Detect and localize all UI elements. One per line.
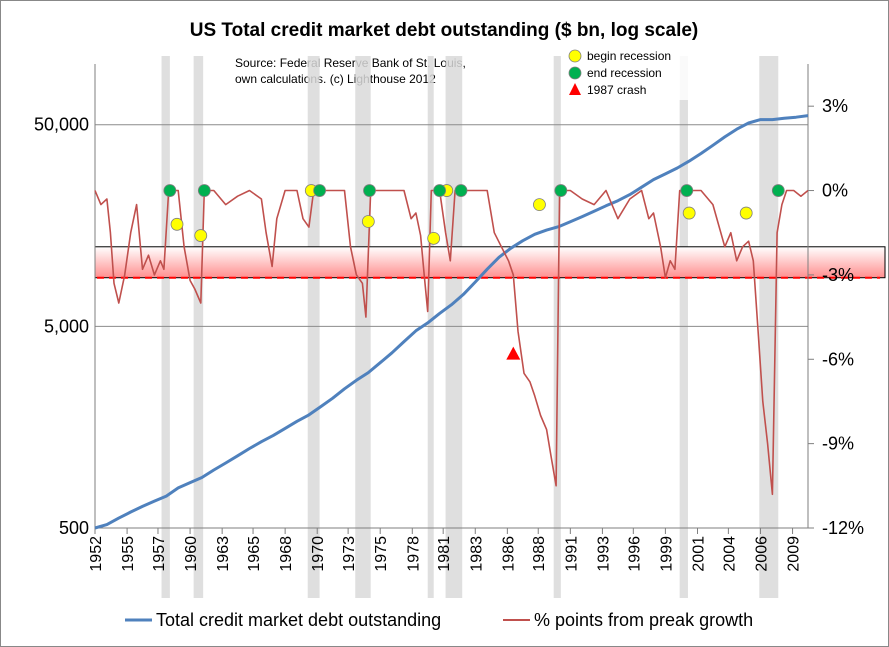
- right-tick-label: 3%: [822, 96, 848, 116]
- end-recession-marker: [313, 184, 326, 197]
- crash-legend-label: 1987 crash: [587, 83, 646, 97]
- end-recession-marker: [680, 184, 694, 197]
- source-line-2: own calculations. (c) Lighthouse 2012: [235, 72, 436, 86]
- x-tick-label: 1965: [246, 536, 263, 572]
- begin-recession-marker: [361, 215, 375, 228]
- left-axis-tick-labels: 500 5,000 50,000: [34, 115, 89, 538]
- series-line-debt: [94, 114, 809, 530]
- x-tick-label: 1993: [595, 536, 612, 572]
- begin-recession-marker: [427, 231, 441, 245]
- right-tick-label: 0%: [822, 181, 848, 201]
- recession-band: [355, 56, 371, 598]
- x-tick-label: 1970: [310, 536, 327, 572]
- x-tick-label: 1955: [120, 536, 137, 572]
- recession-band: [427, 56, 434, 598]
- crash-legend-icon: [569, 83, 581, 95]
- begin-recession-marker: [739, 206, 753, 220]
- begin-recession-marker: [533, 198, 546, 212]
- recession-band: [161, 56, 170, 598]
- end-recession-marker: [197, 184, 211, 197]
- x-tick-label: 1978: [405, 536, 422, 572]
- x-tick-label: 1957: [151, 536, 168, 572]
- x-tick-label: 1960: [183, 536, 200, 572]
- recession-band: [679, 56, 688, 598]
- x-tick-label: 1981: [436, 536, 453, 572]
- x-tick-label: 1975: [373, 536, 390, 572]
- x-tick-label: 2001: [690, 536, 707, 572]
- left-tick-label: 5,000: [44, 316, 89, 336]
- left-tick-label: 50,000: [34, 115, 89, 135]
- left-tick-label: 500: [59, 518, 89, 538]
- end-recession-marker: [554, 184, 568, 197]
- right-tick-label: -12%: [822, 518, 864, 538]
- begin-recession-legend-icon: [568, 49, 582, 63]
- marker-legend: begin recession end recession 1987 crash: [565, 48, 690, 100]
- series-legend: Total credit market debt outstanding % p…: [125, 610, 753, 630]
- recession-band: [445, 56, 463, 598]
- x-tick-label: 1988: [531, 536, 548, 572]
- right-tick-label: -6%: [822, 349, 854, 369]
- end-recession-marker: [454, 184, 468, 197]
- x-tick-label: 1968: [278, 536, 295, 572]
- chart-title: US Total credit market debt outstanding …: [190, 20, 699, 41]
- recession-band: [193, 56, 204, 598]
- threshold-band-group: [94, 246, 886, 279]
- end-recession-legend-label: end recession: [587, 66, 662, 80]
- x-tick-label: 1963: [215, 536, 232, 572]
- end-recession-legend-icon: [568, 66, 582, 80]
- right-tick-label: -9%: [822, 434, 854, 454]
- begin-recession-marker: [194, 229, 208, 242]
- legend-label-debt: Total credit market debt outstanding: [156, 610, 441, 630]
- x-tick-label: 1983: [468, 536, 485, 572]
- threshold-band: [94, 246, 886, 279]
- x-tick-label: 1973: [341, 536, 358, 572]
- marker-legend-bg: [565, 48, 690, 100]
- right-axis-tick-labels: 3% 0% -3% -6% -9% -12%: [822, 96, 864, 538]
- x-tick-label: 1996: [626, 536, 643, 572]
- crash-marker: [506, 346, 521, 360]
- x-axis-tick-labels: 1952 1955 1957 1960 1963 1965 1968 1970 1973 1975…: [88, 536, 803, 572]
- end-recession-marker: [163, 184, 177, 197]
- x-tick-label: 2006: [753, 536, 770, 572]
- end-recession-marker: [433, 184, 447, 197]
- right-tick-label: -3%: [822, 265, 854, 285]
- source-line-1: Source: Federal Reserve Bank of St. Loui…: [235, 56, 466, 70]
- end-recession-marker: [363, 184, 376, 197]
- x-tick-label: 2009: [786, 536, 803, 572]
- begin-recession-marker: [682, 206, 696, 220]
- x-tick-label: 2004: [721, 536, 738, 572]
- event-markers: [163, 184, 785, 360]
- end-recession-marker: [771, 184, 785, 197]
- begin-recession-legend-label: begin recession: [587, 49, 671, 63]
- axes: [94, 64, 814, 534]
- x-tick-label: 1999: [658, 536, 675, 572]
- begin-recession-marker: [170, 217, 184, 231]
- x-tick-label: 1991: [563, 536, 580, 572]
- recession-band: [307, 56, 320, 598]
- x-tick-label: 1986: [500, 536, 517, 572]
- legend-label-peak-growth: % points from preak growth: [534, 610, 753, 630]
- x-tick-label: 1952: [88, 536, 105, 572]
